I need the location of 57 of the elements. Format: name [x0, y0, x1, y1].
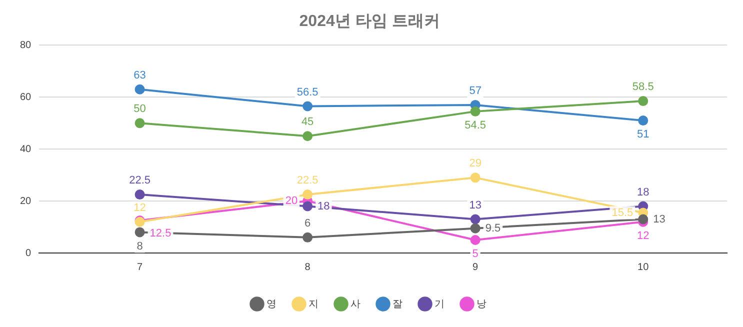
data-label: 22.5: [129, 174, 150, 187]
data-label: 51: [636, 128, 650, 141]
data-label: 5: [472, 248, 478, 260]
data-label: 12: [636, 230, 650, 242]
point: [302, 190, 313, 200]
point: [134, 118, 145, 128]
data-label: 57: [469, 84, 482, 97]
y-tick-label: 40: [20, 144, 32, 155]
x-tick-label: 9: [472, 262, 479, 273]
point: [638, 96, 648, 106]
point: [638, 214, 648, 224]
data-label: 12.5: [150, 228, 172, 240]
point: [470, 106, 480, 116]
legend-label: 지: [308, 298, 318, 310]
point: [470, 223, 480, 234]
data-label: 9.5: [485, 222, 501, 234]
y-tick-label: 20: [20, 196, 32, 207]
data-label: 56.5: [296, 86, 318, 98]
data-label: 45: [301, 116, 314, 128]
data-label: 20: [285, 195, 298, 208]
legend-label: 영: [266, 298, 276, 310]
x-tick-label: 10: [638, 262, 650, 273]
data-label: 29: [469, 158, 482, 170]
data-label: 15.5: [612, 206, 634, 219]
point: [470, 235, 480, 246]
point: [302, 201, 313, 212]
x-tick-label: 8: [304, 262, 311, 273]
point: [134, 190, 145, 200]
legend-label: 잘: [392, 298, 402, 310]
point: [302, 131, 313, 142]
point: [638, 116, 648, 126]
data-label: 13: [469, 199, 482, 212]
point: [302, 101, 313, 112]
data-label: 6: [304, 217, 311, 230]
data-label: 18: [636, 186, 650, 198]
data-label: 12: [134, 202, 146, 214]
data-label: 13: [653, 213, 666, 226]
point: [134, 84, 145, 94]
legend-label: 사: [350, 298, 360, 310]
legend-label: 낭: [476, 298, 486, 310]
data-label: 8: [136, 240, 143, 252]
point: [302, 232, 313, 242]
data-label: 63: [134, 69, 146, 82]
y-tick-label: 80: [20, 40, 32, 51]
data-label: 54.5: [464, 119, 486, 132]
x-tick-label: 7: [137, 262, 144, 273]
point: [134, 227, 145, 238]
y-tick-label: 0: [26, 248, 32, 259]
y-tick-label: 60: [20, 92, 32, 103]
data-label: 50: [134, 103, 146, 116]
point: [470, 172, 480, 183]
data-label: 22.5: [296, 174, 318, 187]
data-label: 58.5: [632, 81, 654, 94]
legend-label: 기: [434, 298, 444, 310]
data-label: 18: [318, 200, 330, 212]
chart-title: 2024년 타임 트래커: [299, 13, 440, 30]
point: [470, 214, 480, 224]
